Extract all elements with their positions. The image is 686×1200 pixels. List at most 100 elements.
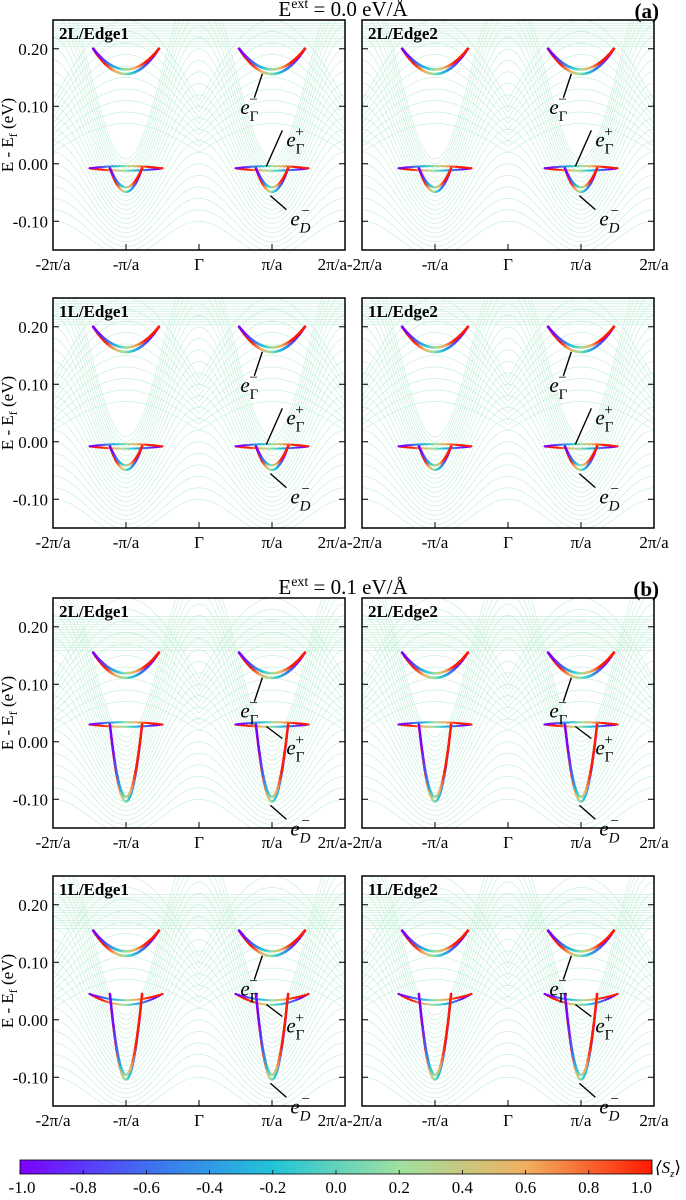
bulk-band-line — [362, 1065, 654, 1106]
bulk-band-line — [362, 326, 654, 466]
bulk-band-line — [53, 609, 345, 685]
bulk-band-line — [376, 876, 640, 1025]
annotation-pointer — [253, 955, 264, 980]
bulk-band-line — [53, 1042, 345, 1099]
state-annotation: eD− — [599, 204, 619, 237]
edge-state-segment — [300, 325, 307, 332]
edge-state-segment — [421, 1028, 426, 1041]
bulk-band-line — [381, 20, 635, 165]
bulk-band-line — [53, 48, 345, 188]
edge-state-segment — [111, 745, 116, 758]
bulk-band-line — [376, 598, 640, 747]
edge-state-segment — [591, 745, 596, 758]
edge-state-segment — [154, 325, 161, 332]
field-title: Eext = 0.1 eV/Å — [278, 575, 408, 599]
bulk-band-line — [362, 48, 654, 188]
annotation-pointer — [578, 1082, 596, 1098]
edge-state-segment — [443, 1037, 447, 1049]
edge-state-segment — [417, 992, 422, 1008]
annotation-pointer — [265, 725, 283, 740]
y-tick-label: 0.20 — [18, 896, 48, 915]
state-annotation: eΓ+ — [595, 1011, 613, 1044]
edge-state-segment — [447, 1005, 451, 1020]
bulk-band-line — [53, 220, 345, 250]
edge-state-segment — [613, 992, 619, 996]
colorbar-tick-label: 0.6 — [515, 1178, 536, 1197]
x-tick-label: -π/a — [422, 1111, 449, 1130]
panel-title: 1L/Edge2 — [368, 302, 438, 321]
x-tick-label: Γ — [194, 1111, 204, 1130]
bulk-band-line — [362, 609, 654, 685]
edge-state-segment — [281, 1028, 286, 1041]
bulk-band-line — [362, 876, 654, 958]
edge-state-segment — [563, 723, 568, 738]
state-annotation: eΓ− — [240, 696, 258, 729]
bulk-band-line — [362, 197, 654, 247]
bulk-band-line — [362, 498, 654, 528]
annotation-pointer — [562, 351, 573, 376]
edge-state-segment — [444, 755, 449, 766]
edge-state-segment — [448, 992, 453, 1008]
edge-state-segment — [424, 1046, 429, 1056]
bulk-band-line — [53, 383, 345, 489]
y-tick-label: -0.10 — [13, 790, 48, 809]
bulk-band-line — [362, 1019, 654, 1090]
bulk-band-line — [67, 298, 331, 447]
bulk-band-line — [362, 938, 654, 1057]
panel-plot-area — [53, 298, 345, 528]
edge-state-segment — [423, 763, 427, 774]
x-tick-label: -2π/a — [35, 1111, 70, 1130]
panel-plot-area — [53, 20, 345, 250]
bulk-band-line — [75, 876, 323, 1016]
bulk-band-line — [362, 678, 654, 720]
bulk-band-line — [53, 944, 345, 992]
bulk-band-line — [362, 475, 654, 525]
bulk-band-line — [53, 123, 345, 153]
bulk-band-line — [53, 378, 345, 420]
bulk-band-line — [362, 1053, 654, 1103]
bulk-band-line — [384, 298, 632, 438]
bulk-band-line — [53, 603, 345, 756]
state-annotation: eD− — [290, 204, 310, 237]
bulk-band-line — [362, 59, 654, 192]
edge-state-segment — [565, 1005, 569, 1020]
y-tick-label: 0.10 — [18, 97, 48, 116]
y-tick-label: 0.00 — [18, 433, 48, 452]
bulk-band-line — [53, 1076, 345, 1106]
bulk-bands — [53, 598, 345, 828]
bulk-band-line — [362, 775, 654, 825]
bulk-band-line — [53, 649, 345, 775]
panel-title: 2L/Edge2 — [368, 602, 438, 621]
panel-plot-area — [362, 876, 654, 1106]
edge-state-segment — [285, 167, 290, 173]
y-axis-label: E - Ef (eV) — [0, 676, 20, 750]
bulk-band-line — [53, 100, 345, 142]
bulk-band-line — [53, 94, 345, 206]
edge-state-segment — [609, 651, 616, 658]
x-tick-label: -π/a — [113, 1111, 140, 1130]
edge-state-segment — [444, 1028, 449, 1041]
x-tick-label: -2π/a — [35, 833, 70, 852]
edge-state-segment — [587, 1046, 592, 1056]
bulk-band-line — [362, 1030, 654, 1094]
state-annotation: eD− — [599, 1091, 619, 1124]
state-annotation: eΓ+ — [286, 402, 304, 435]
bulk-band-line — [362, 36, 654, 183]
bulk-band-line — [53, 643, 345, 702]
bulk-band-line — [362, 94, 654, 206]
bulk-band-line — [362, 360, 654, 479]
edge-state-segment — [300, 929, 307, 936]
annotation-pointer — [578, 195, 596, 211]
bulk-band-line — [370, 20, 646, 174]
edge-state-segment — [567, 755, 572, 766]
bulk-band-line — [53, 927, 345, 1053]
y-tick-label: 0.00 — [18, 155, 48, 174]
x-tick-label: -π/a — [422, 533, 449, 552]
edge-state-segment — [463, 47, 470, 54]
panel-plot-area — [362, 20, 654, 250]
panel-title: 1L/Edge1 — [59, 302, 129, 321]
bulk-band-line — [384, 876, 632, 1016]
bulk-band-line — [53, 637, 345, 770]
edge-state-segment — [419, 734, 423, 748]
bulk-band-line — [362, 979, 654, 1009]
